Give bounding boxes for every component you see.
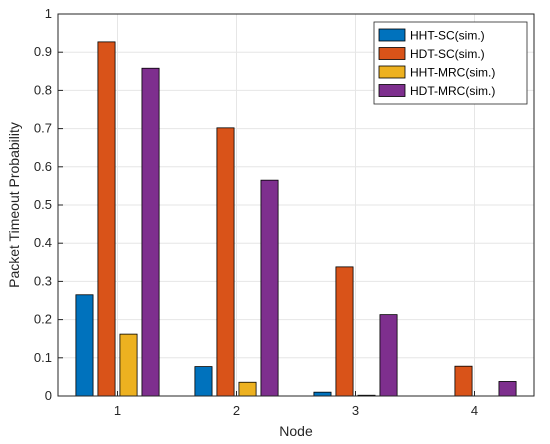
legend-swatch <box>378 28 406 42</box>
x-axis-ticks: 1 2 3 4 <box>114 391 478 418</box>
bar-hdt-sc-sim-node-1 <box>97 41 116 397</box>
x-axis-title: Node <box>279 423 313 439</box>
y-tick-label: 0.5 <box>34 197 52 212</box>
x-tick-label: 3 <box>352 403 359 418</box>
y-tick-label: 1 <box>45 6 52 21</box>
y-tick-label: 0.4 <box>34 235 52 250</box>
bar-hht-sc-sim-node-3 <box>313 391 332 397</box>
legend-label: HDT-SC(sim.) <box>410 47 485 61</box>
legend-swatch <box>378 65 406 79</box>
bar-hdt-mrc-sim-node-3 <box>379 314 398 397</box>
bar-hdt-sc-sim-node-2 <box>216 127 235 397</box>
x-tick-label: 4 <box>471 403 478 418</box>
legend-label: HHT-MRC(sim.) <box>410 66 495 80</box>
x-tick-label: 2 <box>233 403 240 418</box>
bar-hdt-mrc-sim-node-1 <box>141 67 160 397</box>
bar-hht-mrc-sim-node-2 <box>238 381 257 397</box>
y-tick-label: 0.6 <box>34 159 52 174</box>
y-tick-label: 0.3 <box>34 273 52 288</box>
y-tick-label: 0.7 <box>34 121 52 136</box>
y-tick-label: 0.1 <box>34 350 52 365</box>
legend-swatch <box>378 84 406 97</box>
legend-label: HDT-MRC(sim.) <box>410 84 495 98</box>
y-tick-label: 0 <box>45 388 52 403</box>
y-axis-title: Packet Timeout Probability <box>6 122 22 288</box>
bar-hht-mrc-sim-node-1 <box>119 333 138 397</box>
y-tick-label: 0.2 <box>34 312 52 327</box>
bar-hdt-sc-sim-node-3 <box>335 266 354 397</box>
x-tick-label: 1 <box>114 403 121 418</box>
bar-hdt-mrc-sim-node-2 <box>260 179 279 397</box>
y-tick-label: 0.9 <box>34 44 52 59</box>
legend-label: HHT-SC(sim.) <box>410 29 485 43</box>
legend: HHT-SC(sim.) HDT-SC(sim.) HHT-MRC(sim.) HDT… <box>373 21 528 105</box>
bar-hht-sc-sim-node-2 <box>194 366 213 397</box>
legend-swatch <box>378 47 406 60</box>
y-axis-ticks: 0 0.1 0.2 0.3 0.4 0.5 0.6 0.7 0.8 0.9 1 <box>34 6 63 403</box>
bar-hdt-mrc-sim-node-4 <box>498 381 517 397</box>
bar-hdt-sc-sim-node-4 <box>454 365 473 397</box>
bar-hht-sc-sim-node-1 <box>75 294 94 397</box>
bars <box>75 41 517 397</box>
y-tick-label: 0.8 <box>34 82 52 97</box>
